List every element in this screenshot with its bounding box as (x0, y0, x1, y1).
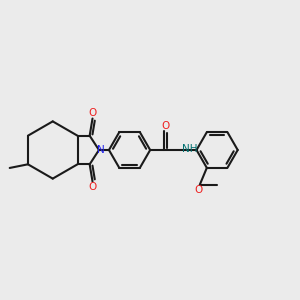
Text: O: O (88, 108, 97, 118)
Text: NH: NH (182, 144, 197, 154)
Text: O: O (88, 182, 97, 192)
Text: N: N (97, 145, 105, 155)
Text: O: O (194, 185, 202, 195)
Text: O: O (162, 121, 170, 131)
